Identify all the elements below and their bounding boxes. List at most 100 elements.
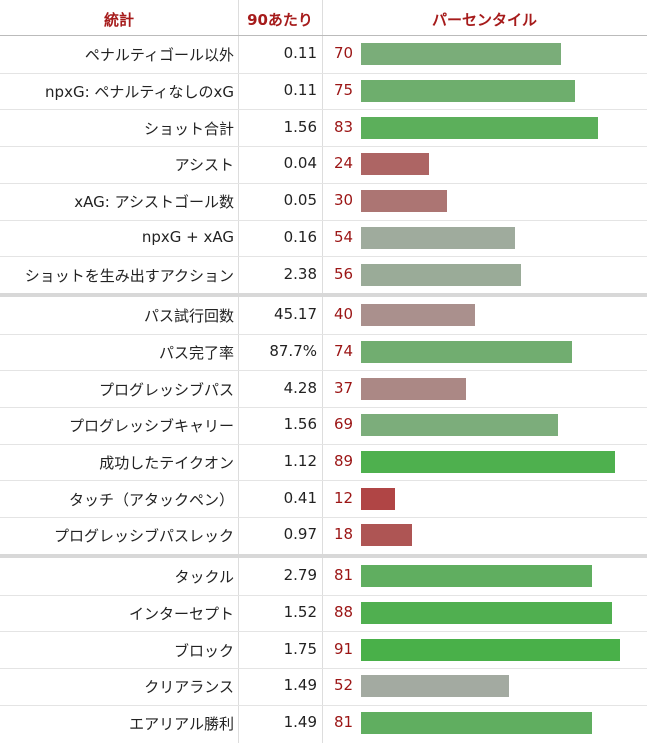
- per90-value: 2.79: [283, 566, 317, 585]
- row-border: [0, 219, 647, 221]
- row-border: [0, 443, 647, 445]
- row-border: [0, 407, 647, 408]
- column-divider: [238, 0, 239, 743]
- per90-value: 0.11: [283, 81, 317, 100]
- stat-name: npxG: ペナルティなしのxG: [45, 83, 234, 102]
- percentile-bar: [361, 43, 561, 66]
- stat-name: タッチ（アタックペン）: [68, 490, 234, 509]
- percentile-bar: [361, 226, 515, 249]
- stat-name: パス試行回数: [143, 307, 234, 326]
- row-border: [0, 704, 647, 706]
- percentile-value: 74: [334, 341, 354, 360]
- row-border: [0, 146, 647, 148]
- percentile-bar: [361, 638, 621, 661]
- percentile-bar: [361, 524, 413, 547]
- per90-value: 1.75: [283, 639, 317, 658]
- percentile-bar: [361, 414, 558, 437]
- percentile-value: 70: [334, 44, 354, 63]
- percentile-bar: [361, 565, 592, 588]
- percentile-bar: [361, 153, 430, 176]
- percentile-bar: [361, 263, 521, 286]
- percentile-value: 81: [334, 566, 354, 585]
- header-percentile: パーセンタイル: [431, 11, 537, 29]
- percentile-bar: [361, 601, 612, 624]
- percentile-value: 89: [334, 452, 354, 471]
- percentile-value: 37: [334, 378, 354, 397]
- percentile-value: 81: [334, 712, 354, 731]
- percentile-bar: [361, 487, 396, 510]
- row-border: [0, 182, 647, 184]
- percentile-bar: [361, 451, 615, 474]
- row-border: [0, 72, 647, 74]
- stat-name: クリアランス: [144, 678, 234, 697]
- percentile-bar: [361, 80, 575, 103]
- per90-value: 0.11: [283, 44, 317, 63]
- percentile-value: 24: [334, 154, 354, 173]
- percentile-value: 75: [334, 81, 354, 100]
- percentile-value: 54: [334, 227, 354, 246]
- percentile-value: 52: [334, 676, 354, 695]
- per90-value: 1.56: [283, 415, 317, 434]
- row-border: [0, 667, 647, 669]
- percentile-value: 91: [334, 639, 354, 658]
- stat-name: プログレッシブパス: [98, 380, 234, 399]
- per90-value: 1.12: [283, 452, 317, 471]
- percentile-value: 56: [334, 264, 354, 283]
- per90-value: 2.38: [283, 264, 317, 283]
- percentile-value: 40: [334, 305, 354, 324]
- percentile-value: 88: [334, 602, 354, 621]
- per90-value: 0.04: [283, 154, 317, 173]
- stat-name: アシスト: [174, 156, 234, 175]
- per90-value: 1.49: [283, 712, 317, 731]
- percentile-value: 83: [334, 117, 354, 136]
- stat-name: ブロック: [173, 641, 234, 660]
- group-separator: [0, 292, 647, 297]
- stat-name: ショット合計: [143, 119, 234, 138]
- group-separator: [0, 553, 647, 558]
- row-border: [0, 370, 647, 372]
- stat-name: インターセプト: [128, 604, 234, 623]
- column-divider: [322, 0, 323, 743]
- per90-value: 1.56: [283, 117, 317, 136]
- per90-value: 0.41: [283, 488, 317, 507]
- stat-name: 成功したテイクオン: [99, 454, 234, 473]
- row-border: [0, 480, 647, 482]
- row-border: [0, 333, 647, 335]
- stat-name: タックル: [174, 568, 234, 587]
- per90-value: 0.97: [283, 525, 317, 544]
- stat-name: エアリアル勝利: [129, 714, 234, 733]
- per90-value: 0.16: [283, 227, 317, 246]
- percentile-bar: [361, 675, 510, 698]
- percentile-value: 30: [334, 191, 354, 210]
- percentile-bar: [361, 190, 447, 213]
- percentile-bar: [361, 304, 475, 327]
- row-border: [0, 256, 647, 258]
- stat-name: ショットを生み出すアクション: [24, 266, 234, 285]
- stat-name: プログレッシブパスレック: [53, 527, 234, 546]
- percentile-bar: [361, 377, 467, 400]
- percentile-bar: [361, 711, 592, 734]
- header-per90: 90あたり: [247, 11, 313, 29]
- stat-name: ペナルティゴール以外: [84, 46, 234, 65]
- per90-value: 0.05: [283, 191, 317, 210]
- header-stat: 統計: [103, 11, 134, 29]
- row-border: [0, 594, 647, 596]
- percentile-bar: [361, 340, 572, 363]
- per90-value: 87.7%: [269, 341, 317, 360]
- percentile-value: 12: [334, 488, 354, 507]
- row-border: [0, 517, 647, 519]
- stat-name: npxG + xAG: [141, 227, 234, 246]
- per90-value: 1.49: [283, 676, 317, 695]
- stat-name: プログレッシブキャリー: [68, 417, 234, 436]
- per90-value: 1.52: [283, 602, 317, 621]
- row-border: [0, 631, 647, 633]
- stat-name: パス完了率: [158, 343, 234, 362]
- per90-value: 45.17: [274, 305, 317, 324]
- header-border: [0, 35, 647, 36]
- per90-value: 4.28: [283, 378, 317, 397]
- percentile-value: 69: [334, 415, 354, 434]
- row-border: [0, 109, 647, 111]
- percentile-bar: [361, 116, 598, 139]
- percentile-value: 18: [334, 525, 354, 544]
